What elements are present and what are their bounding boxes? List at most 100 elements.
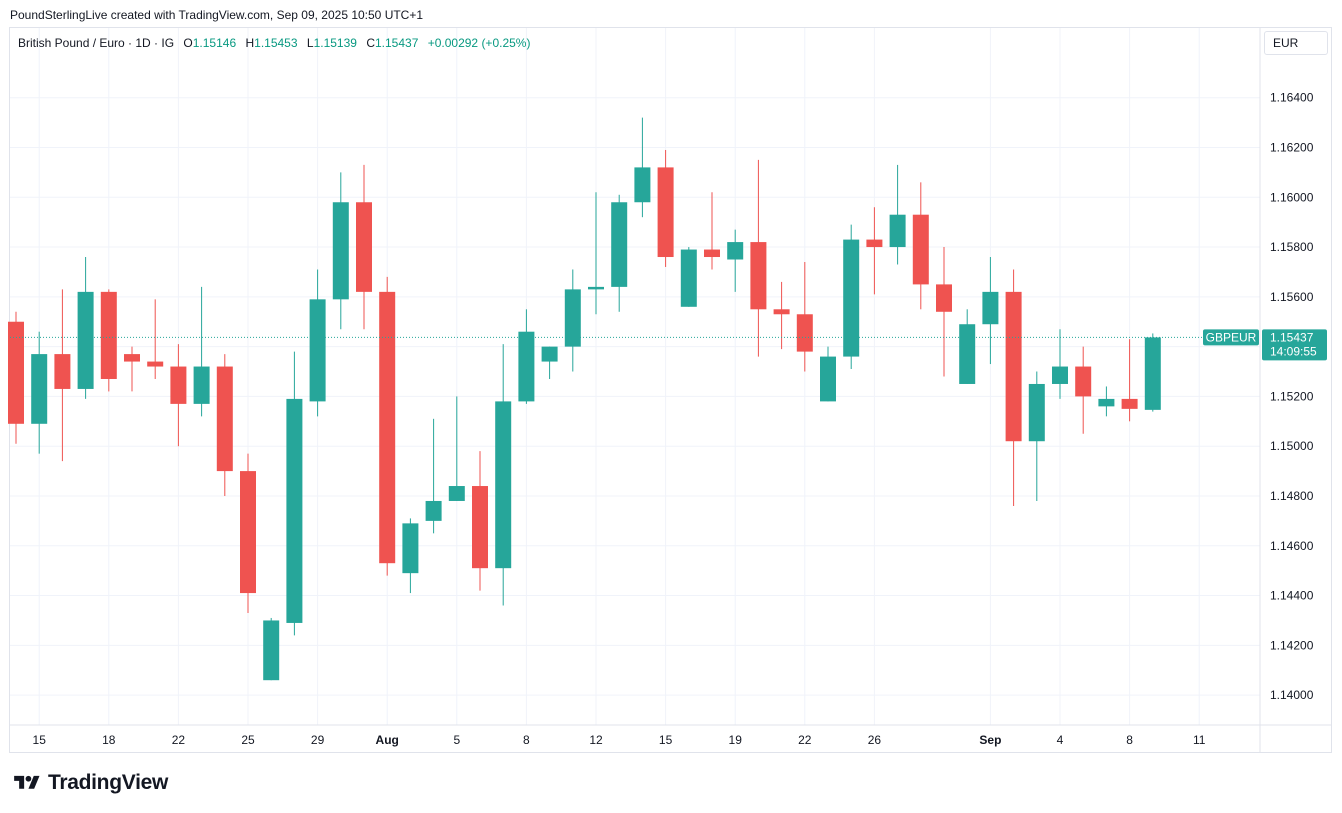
candle-body [796,314,813,352]
candle-body [402,523,419,574]
ticker-badge [1203,329,1259,346]
y-tick-label: 1.16200 [1270,140,1314,154]
candle-up [286,351,303,636]
x-tick-label: 8 [523,733,530,747]
candle-body [1052,366,1068,384]
candle-body [472,486,488,569]
candle-up [634,117,651,218]
candle-body [1121,398,1138,409]
candle-up [309,269,326,417]
candles [8,117,1161,681]
x-tick-label: 26 [868,733,882,747]
candle-down [657,149,674,267]
chart-legend: British Pound / Euro · 1D · IG O1.15146 … [18,36,530,50]
candle-up [518,309,535,404]
y-tick-label: 1.15800 [1270,240,1314,254]
candle-up [332,172,349,330]
x-tick-label: 12 [589,733,603,747]
candle-body [1098,398,1115,407]
candle-down [1005,269,1022,506]
candle-body [124,354,140,362]
candle-down [240,453,256,613]
candle-body [1075,366,1092,397]
candle-down [472,451,488,591]
candle-up [680,247,697,307]
candle-body [541,346,558,362]
candle-body [773,309,790,315]
candle-up [959,309,976,384]
candle-down [147,299,164,379]
candle-body [240,471,256,594]
candle-up [77,257,94,399]
y-tick-label: 1.16000 [1270,190,1314,204]
axes: 1.16400 1.16200 1.16000 1.15800 1.15600 1.154… [10,28,1331,752]
candle-body [518,331,535,402]
candle-body [564,289,581,347]
candle-body [843,239,860,357]
x-tick-label: 5 [453,733,460,747]
x-tick-label: 15 [33,733,47,747]
candle-body [889,214,906,248]
open-label: O [183,36,193,50]
candle-down [8,311,24,444]
candle-body [147,361,164,367]
candle-body [216,366,233,472]
y-tick-label: 1.15600 [1270,290,1314,304]
ticker-badge-label: GBPEUR [1206,330,1257,344]
candle-body [8,321,24,424]
candle-up [193,286,210,417]
candle-up [982,257,999,365]
candle-body [982,291,999,325]
candle-body [170,366,187,404]
candle-body [680,249,697,307]
candle-body [750,242,767,310]
close-value: 1.15437 [374,36,419,50]
currency-selector[interactable]: EUR [1264,31,1328,55]
candle-down [379,276,396,576]
x-tick-label: 15 [659,733,673,747]
candle-body [912,214,929,285]
tradingview-logo[interactable]: TradingView [12,771,168,795]
y-tick-label: 1.14000 [1270,688,1314,702]
candle-body [1144,337,1161,410]
candle-up [1028,371,1045,501]
candle-down [356,164,372,330]
candle-body [959,324,976,384]
candle-down [704,192,720,270]
candle-up [1052,329,1068,399]
candle-up [31,331,48,454]
y-tick-label: 1.14400 [1270,589,1314,603]
candle-down [1075,346,1092,434]
candle-body [1005,291,1022,442]
candle-body [820,356,836,402]
candle-down [1121,339,1138,422]
candle-body [1028,383,1045,442]
low-value: 1.15139 [313,36,357,50]
candle-body [263,620,280,681]
candle-body [704,249,720,258]
candle-up [588,192,604,315]
candle-down [170,344,187,447]
candle-down [936,247,952,377]
candle-body [588,286,604,290]
candle-down [216,354,233,496]
change-value: +0.00292 (+0.25%) [427,36,531,50]
candle-down [100,289,117,392]
candle-up [611,194,628,312]
x-tick-label: 19 [729,733,743,747]
candle-up [541,346,558,379]
candle-up [1144,333,1161,412]
y-tick-label: 1.14200 [1270,638,1314,652]
price-badge-value: 1.15437 [1270,330,1314,344]
candle-down [866,207,883,295]
x-tick-label: 8 [1126,733,1133,747]
x-tick-label: 29 [311,733,325,747]
x-tick-label: 25 [241,733,255,747]
tradingview-wordmark: TradingView [48,771,169,794]
high-label: H [245,36,255,50]
candle-body [611,202,628,287]
candle-up [820,346,836,402]
x-tick-label: 22 [172,733,186,747]
